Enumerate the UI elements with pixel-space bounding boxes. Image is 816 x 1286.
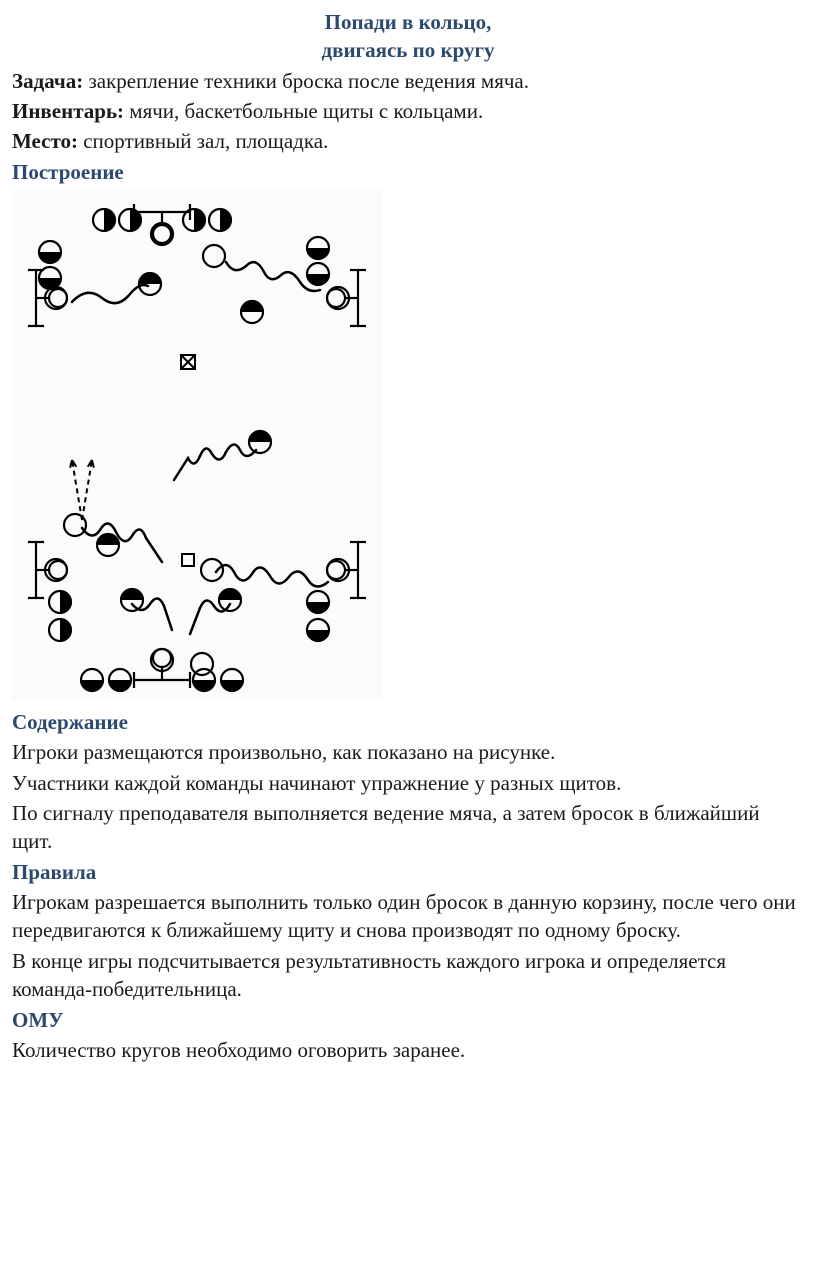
title-line-1: Попади в кольцо, <box>12 8 804 36</box>
place-text: спортивный зал, площадка. <box>78 129 328 153</box>
inventory-row: Инвентарь: мячи, баскетбольные щиты с ко… <box>12 97 804 125</box>
rules-p1: Игрокам разрешается выполнить только оди… <box>12 888 804 945</box>
omu-p1: Количество кругов необходимо оговорить з… <box>12 1036 804 1064</box>
content-p2: Участники каждой команды начинают упражн… <box>12 769 804 797</box>
diagram-svg <box>12 190 382 700</box>
task-row: Задача: закрепление техники броска после… <box>12 67 804 95</box>
formation-heading: Построение <box>12 158 804 186</box>
formation-diagram <box>12 190 382 700</box>
inventory-text: мячи, баскетбольные щиты с кольцами. <box>124 99 483 123</box>
place-label: Место: <box>12 129 78 153</box>
content-p3: По сигналу преподавателя выполняется вед… <box>12 799 804 856</box>
rules-p2: В конце игры подсчитывается результативн… <box>12 947 804 1004</box>
title-line-2: двигаясь по кругу <box>12 36 804 64</box>
place-row: Место: спортивный зал, площадка. <box>12 127 804 155</box>
inventory-label: Инвентарь: <box>12 99 124 123</box>
content-p1: Игроки размещаются произвольно, как пока… <box>12 738 804 766</box>
content-heading: Содержание <box>12 708 804 736</box>
task-text: закрепление техники броска после ведения… <box>83 69 529 93</box>
task-label: Задача: <box>12 69 83 93</box>
omu-heading: ОМУ <box>12 1006 804 1034</box>
rules-heading: Правила <box>12 858 804 886</box>
